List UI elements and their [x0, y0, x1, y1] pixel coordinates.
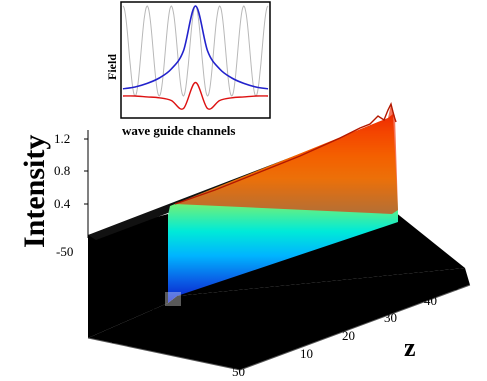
floor-left-region — [88, 214, 168, 338]
surface-plot: 1.2 0.8 0.4 Intensity -50 0 50 x 10 20 3… — [18, 101, 471, 379]
x-axis-label: x — [112, 320, 125, 349]
z-tick-label: 50 — [446, 278, 459, 293]
x-axis: -50 0 50 x — [56, 244, 245, 379]
z-axis-line — [239, 284, 471, 371]
intensity-tick-label: 0.4 — [54, 196, 71, 211]
intensity-axis: 1.2 0.8 0.4 Intensity — [18, 130, 89, 248]
inset-x-label: wave guide channels — [122, 123, 235, 138]
x-axis-line — [87, 337, 241, 371]
inset-y-label: Field — [105, 54, 119, 80]
z-tick-label: 10 — [300, 346, 313, 361]
x-tick-label: 50 — [232, 364, 245, 379]
z-tick-label: 20 — [342, 328, 355, 343]
inset-curves — [122, 5, 269, 110]
inset-frame — [120, 1, 271, 119]
beam-ridge-edge — [174, 101, 397, 205]
beam-front-fringe — [165, 292, 181, 306]
z-tick-label: 30 — [384, 310, 397, 325]
x-tick-label: -50 — [56, 244, 73, 259]
z-axis: 10 20 30 40 50 z — [239, 278, 471, 371]
z-tick-label: 40 — [424, 293, 437, 308]
intensity-tick-label: 1.2 — [54, 131, 70, 146]
x-tick-label: 0 — [148, 300, 155, 315]
blue-field-curve — [122, 5, 269, 90]
inset-plot: Field wave guide channels — [105, 1, 271, 138]
red-field-curve — [122, 81, 269, 110]
intensity-axis-label: Intensity — [18, 135, 51, 248]
intensity-tick-label: 0.8 — [54, 163, 70, 178]
z-axis-label: z — [404, 333, 416, 362]
floor-near-region — [88, 268, 470, 370]
beam-ridge — [175, 104, 398, 214]
